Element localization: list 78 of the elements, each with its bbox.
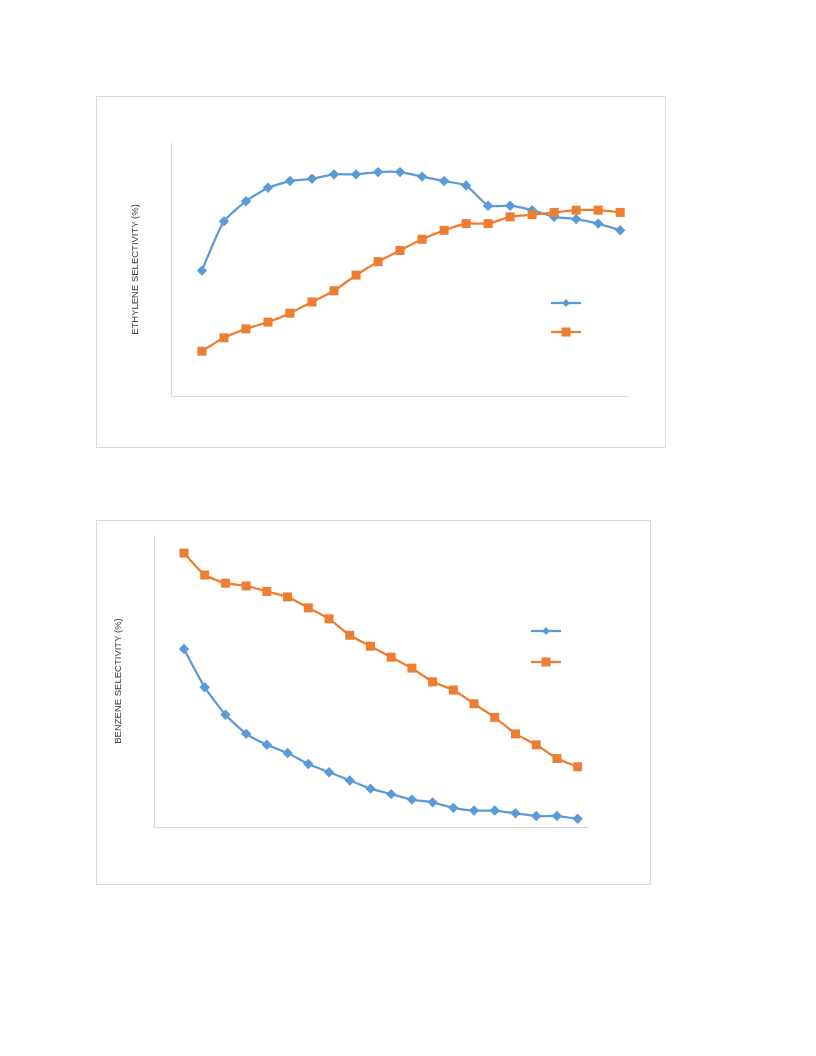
point <box>573 762 583 772</box>
point <box>531 810 542 822</box>
point <box>460 180 472 191</box>
point <box>510 808 521 819</box>
point <box>306 173 318 185</box>
point <box>324 614 334 624</box>
point <box>241 324 251 334</box>
point <box>448 685 458 695</box>
point <box>284 175 296 187</box>
point <box>350 169 362 180</box>
point <box>510 729 520 739</box>
point <box>461 219 471 229</box>
point <box>416 171 428 182</box>
point <box>531 740 541 750</box>
point <box>385 788 397 800</box>
point <box>365 783 376 794</box>
point <box>197 346 207 356</box>
point <box>406 794 418 805</box>
point <box>438 175 450 187</box>
point <box>504 200 516 211</box>
point <box>417 234 427 244</box>
point <box>263 317 273 327</box>
point <box>395 245 405 255</box>
point <box>527 210 537 220</box>
point <box>407 663 417 673</box>
point <box>551 810 563 822</box>
point <box>468 805 480 816</box>
point <box>303 758 314 770</box>
point <box>241 581 251 591</box>
point <box>179 548 189 558</box>
point <box>200 570 210 580</box>
point <box>329 286 339 296</box>
point <box>489 805 500 816</box>
point <box>240 728 252 740</box>
point <box>439 225 449 235</box>
point <box>262 182 274 193</box>
point <box>283 592 293 602</box>
point <box>570 213 582 225</box>
point <box>614 225 626 236</box>
point <box>505 212 515 222</box>
point <box>615 207 625 217</box>
point <box>220 709 231 720</box>
point <box>219 333 229 343</box>
point <box>386 652 396 662</box>
point <box>490 712 500 722</box>
point <box>303 603 313 613</box>
y-axis-title: ETHYLENE SELECTIVITY (%) <box>129 204 141 335</box>
point <box>344 775 355 786</box>
point <box>282 747 293 759</box>
point <box>427 797 438 808</box>
point <box>196 265 208 276</box>
point <box>285 308 295 318</box>
point <box>593 205 603 215</box>
point <box>240 196 252 207</box>
point <box>549 207 559 217</box>
point <box>592 218 604 229</box>
point <box>428 677 438 687</box>
point <box>365 641 375 651</box>
y-axis-title: BENZENE SELECTIVITY (%) <box>112 618 124 744</box>
point <box>552 754 562 764</box>
point <box>483 219 493 229</box>
point <box>261 739 273 751</box>
point <box>345 630 355 640</box>
point <box>571 205 581 215</box>
point <box>469 699 479 709</box>
point <box>262 586 272 596</box>
point <box>199 682 210 693</box>
point <box>178 643 190 655</box>
point <box>572 813 583 824</box>
point <box>328 169 340 180</box>
point <box>351 270 361 280</box>
point <box>373 257 383 267</box>
point <box>448 802 459 814</box>
point <box>307 297 317 307</box>
point <box>482 200 494 211</box>
point <box>220 578 230 588</box>
point <box>218 216 230 227</box>
point <box>323 767 335 778</box>
